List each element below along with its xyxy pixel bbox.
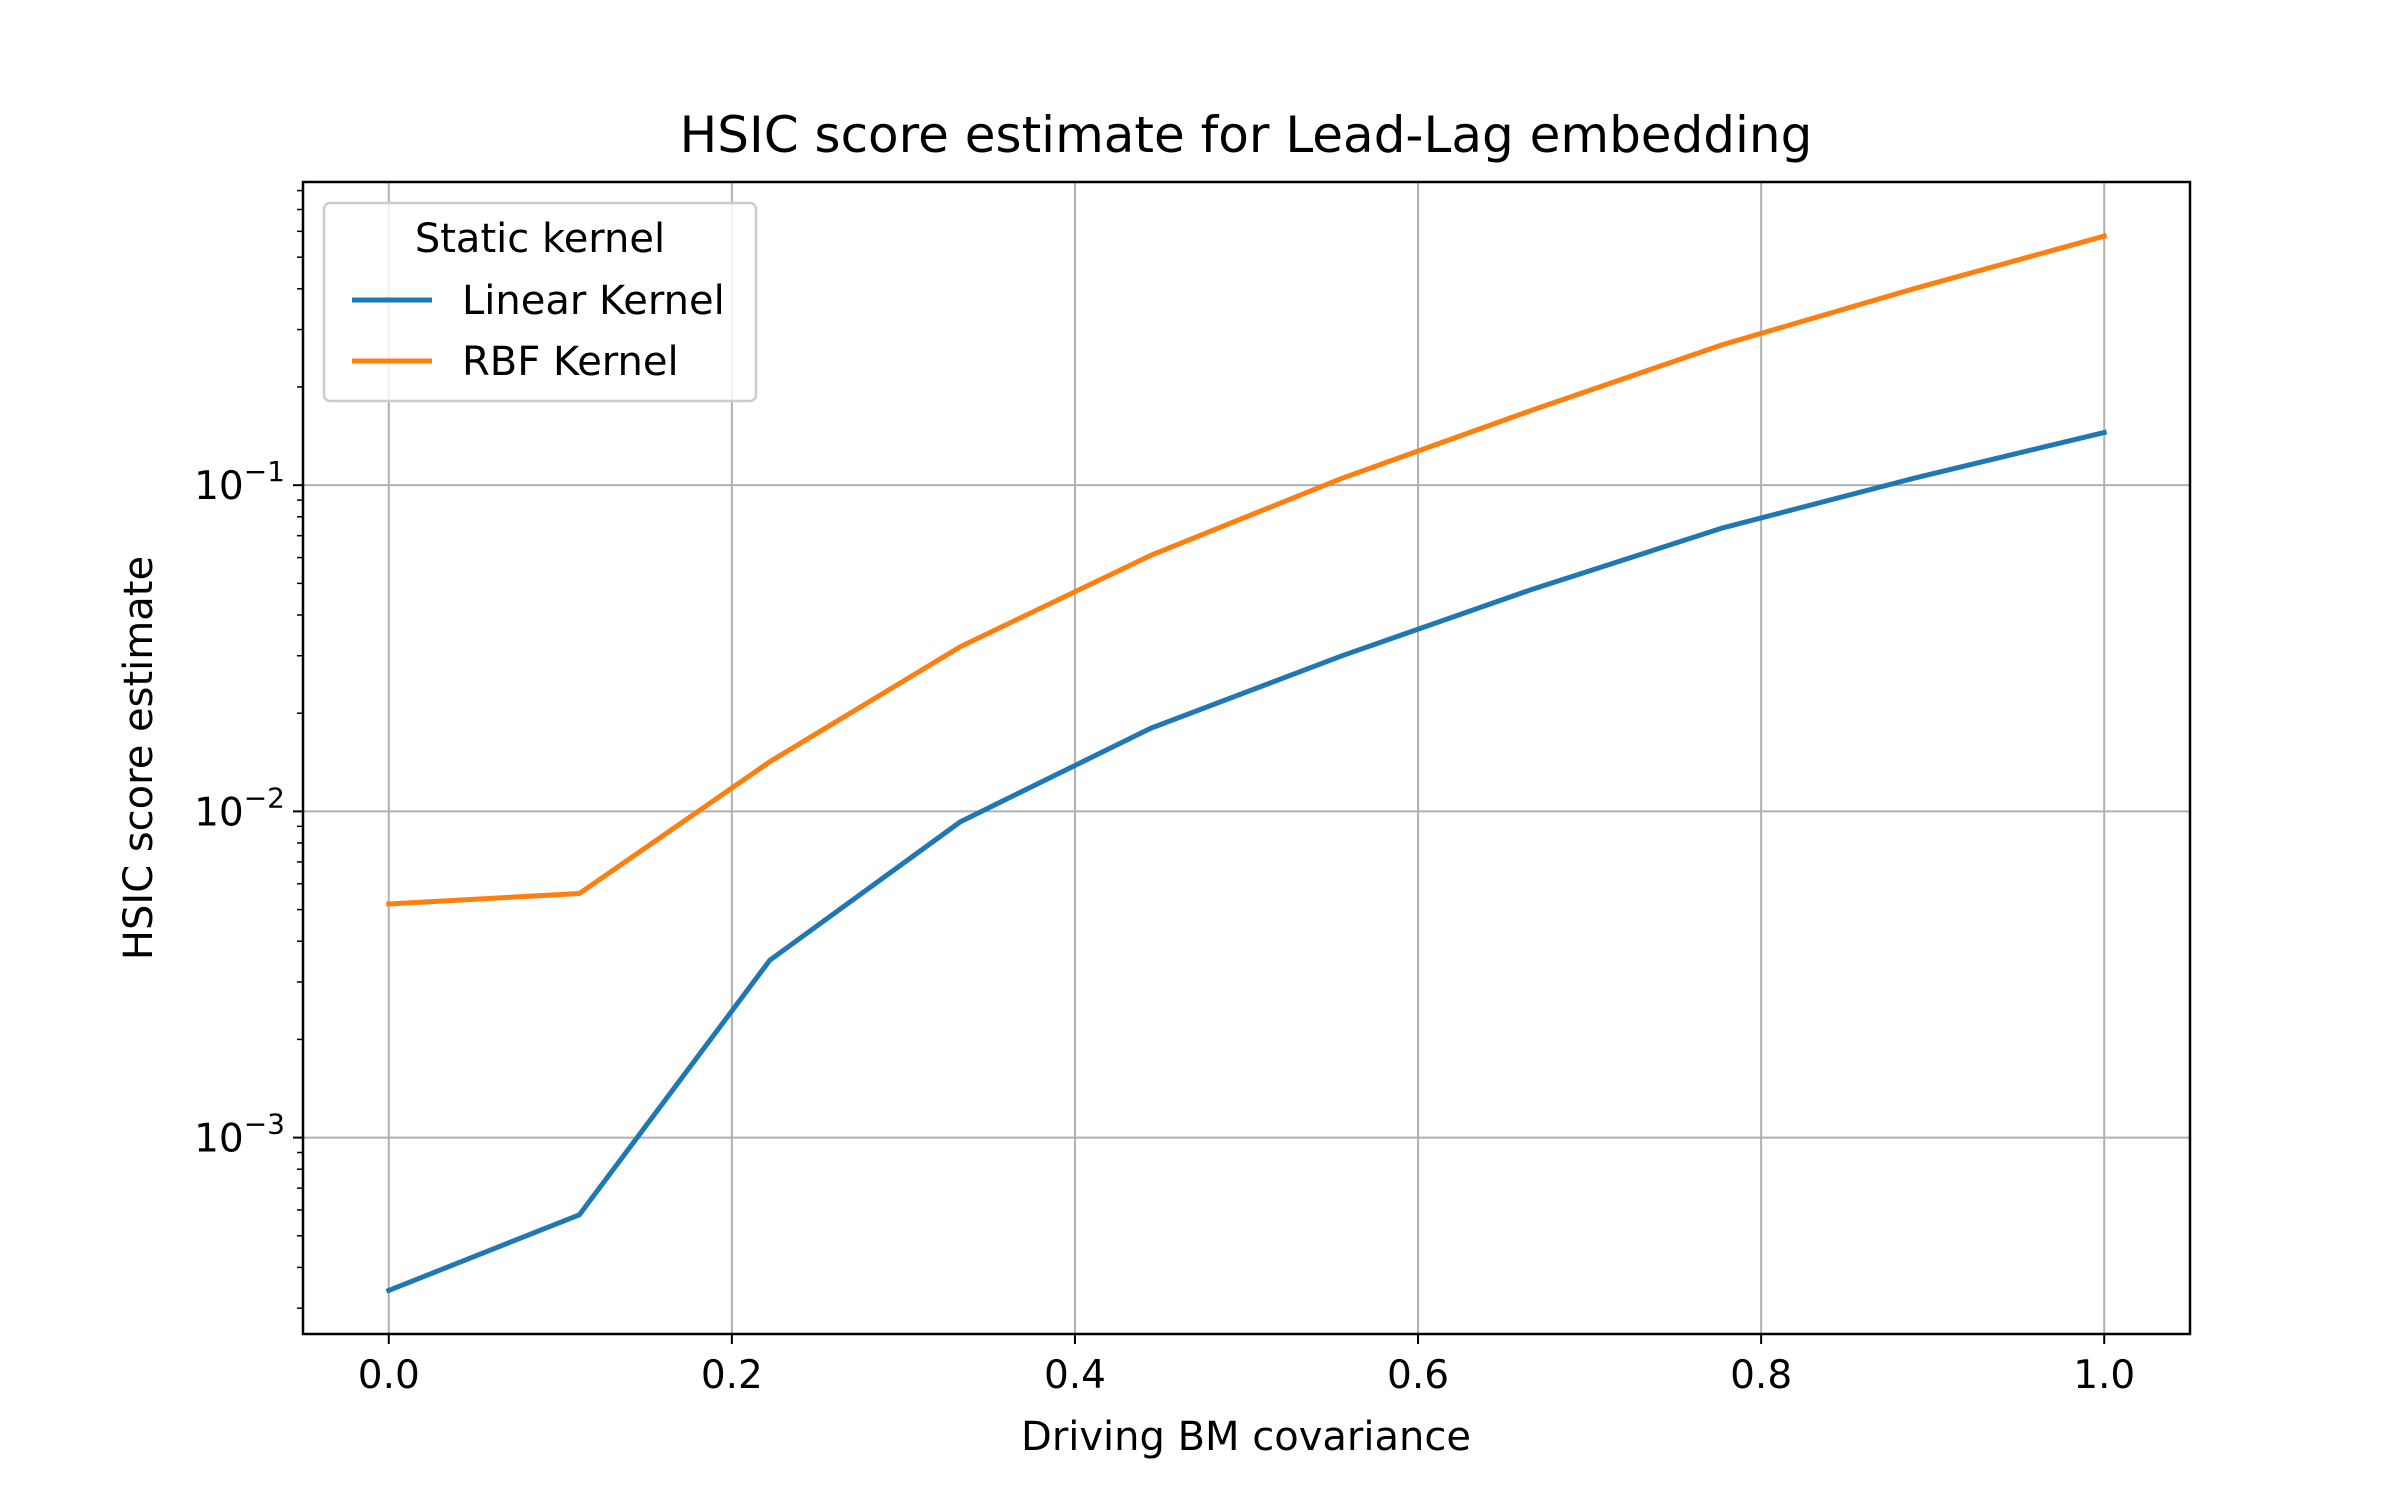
series-line-linear-kernel xyxy=(385,429,2108,1294)
series-group xyxy=(385,233,2108,1294)
plot-frame xyxy=(301,180,2192,1336)
ticks: 0.0 0.2 0.4 0.6 0.8 1.0 10−1 10−2 10−3 xyxy=(194,189,2135,1398)
legend-label-rbf-kernel: RBF Kernel xyxy=(462,339,679,385)
x-tick-label: 0.4 xyxy=(1044,1353,1106,1398)
x-tick-label: 0.8 xyxy=(1730,1353,1792,1398)
x-tick-label: 1.0 xyxy=(2073,1353,2135,1398)
x-tick-label: 0.2 xyxy=(701,1353,763,1398)
grid xyxy=(303,182,2190,1334)
y-tick-label: 10−1 xyxy=(194,455,285,509)
legend-box xyxy=(322,201,758,403)
legend-label-linear-kernel: Linear Kernel xyxy=(462,278,725,324)
x-tick-label: 0.0 xyxy=(358,1353,420,1398)
x-tick-label: 0.6 xyxy=(1387,1353,1449,1398)
y-tick-label: 10−3 xyxy=(194,1108,285,1162)
chart-title: HSIC score estimate for Lead-Lag embeddi… xyxy=(680,106,1813,164)
y-axis-label: HSIC score estimate xyxy=(116,556,162,960)
y-tick-label: 10−2 xyxy=(194,781,285,835)
legend: Static kernel Linear Kernel RBF Kernel xyxy=(322,201,758,403)
x-axis-label: Driving BM covariance xyxy=(1021,1414,1471,1460)
series-line-rbf-kernel xyxy=(386,233,2108,907)
legend-title: Static kernel xyxy=(415,216,665,262)
